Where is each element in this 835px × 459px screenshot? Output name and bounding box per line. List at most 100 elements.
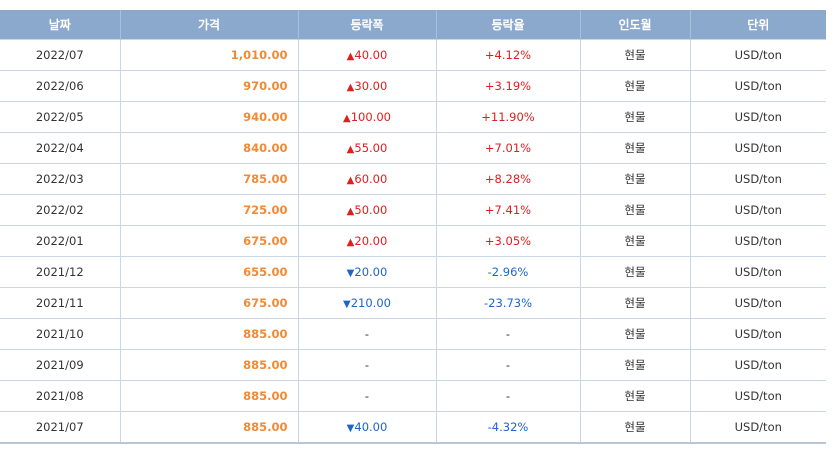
change-value: 40.00 bbox=[354, 48, 388, 62]
cell-date: 2021/07 bbox=[0, 411, 120, 444]
cell-unit: USD/ton bbox=[689, 39, 826, 71]
cell-rate: -4.32% bbox=[435, 411, 580, 444]
cell-change: - bbox=[297, 380, 436, 412]
cell-rate: - bbox=[435, 349, 580, 381]
header-price: 가격 bbox=[119, 10, 298, 40]
down-arrow-icon: ▼ bbox=[346, 268, 355, 279]
header-date: 날짜 bbox=[0, 10, 120, 40]
cell-rate: - bbox=[435, 380, 580, 412]
table-header-row: 날짜 가격 등락폭 등락율 인도월 단위 bbox=[0, 10, 826, 40]
down-arrow-icon: ▼ bbox=[346, 423, 355, 434]
cell-unit: USD/ton bbox=[689, 101, 826, 133]
cell-rate: - bbox=[435, 318, 580, 350]
cell-change: - bbox=[297, 318, 436, 350]
cell-date: 2022/06 bbox=[0, 70, 120, 102]
cell-price: 655.00 bbox=[119, 256, 298, 288]
cell-rate: +3.05% bbox=[435, 225, 580, 257]
cell-price: 970.00 bbox=[119, 70, 298, 102]
cell-delivery: 현물 bbox=[579, 194, 690, 226]
up-arrow-icon: ▲ bbox=[346, 175, 355, 186]
cell-delivery: 현물 bbox=[579, 132, 690, 164]
table-row: 2022/05 940.00 ▲100.00 +11.90% 현물 USD/ton bbox=[0, 101, 826, 133]
cell-delivery: 현물 bbox=[579, 411, 690, 444]
cell-price: 785.00 bbox=[119, 163, 298, 195]
table-row: 2022/04 840.00 ▲55.00 +7.01% 현물 USD/ton bbox=[0, 132, 826, 164]
table-row: 2021/09 885.00- - 현물 USD/ton bbox=[0, 349, 826, 381]
cell-delivery: 현물 bbox=[579, 256, 690, 288]
cell-delivery: 현물 bbox=[579, 39, 690, 71]
change-value: 20.00 bbox=[354, 234, 388, 248]
cell-rate: +4.12% bbox=[435, 39, 580, 71]
cell-price: 675.00 bbox=[119, 287, 298, 319]
cell-rate: +7.01% bbox=[435, 132, 580, 164]
cell-unit: USD/ton bbox=[689, 163, 826, 195]
cell-price: 675.00 bbox=[119, 225, 298, 257]
change-value: - bbox=[364, 389, 370, 403]
cell-change: ▲60.00 bbox=[297, 163, 436, 195]
table-row: 2021/10 885.00- - 현물 USD/ton bbox=[0, 318, 826, 350]
change-value: 60.00 bbox=[354, 172, 388, 186]
header-delivery: 인도월 bbox=[579, 10, 690, 40]
cell-unit: USD/ton bbox=[689, 380, 826, 412]
cell-unit: USD/ton bbox=[689, 194, 826, 226]
price-table: 날짜 가격 등락폭 등락율 인도월 단위 2022/07 1,010.00 ▲40.… bbox=[0, 10, 826, 444]
cell-date: 2022/07 bbox=[0, 39, 120, 71]
change-value: - bbox=[364, 358, 370, 372]
cell-unit: USD/ton bbox=[689, 132, 826, 164]
up-arrow-icon: ▲ bbox=[346, 237, 355, 248]
cell-rate: +3.19% bbox=[435, 70, 580, 102]
cell-price: 885.00 bbox=[119, 318, 298, 350]
cell-date: 2021/10 bbox=[0, 318, 120, 350]
cell-rate: -23.73% bbox=[435, 287, 580, 319]
cell-change: ▲20.00 bbox=[297, 225, 436, 257]
cell-price: 725.00 bbox=[119, 194, 298, 226]
cell-delivery: 현물 bbox=[579, 380, 690, 412]
cell-unit: USD/ton bbox=[689, 287, 826, 319]
cell-change: ▼20.00 bbox=[297, 256, 436, 288]
table-row: 2021/11 675.00 ▼210.00 -23.73% 현물 USD/ton bbox=[0, 287, 826, 319]
cell-rate: -2.96% bbox=[435, 256, 580, 288]
table-row: 2022/03 785.00 ▲60.00 +8.28% 현물 USD/ton bbox=[0, 163, 826, 195]
cell-date: 2022/04 bbox=[0, 132, 120, 164]
cell-delivery: 현물 bbox=[579, 225, 690, 257]
change-value: 20.00 bbox=[354, 265, 388, 279]
table-row: 2021/07 885.00 ▼40.00 -4.32% 현물 USD/ton bbox=[0, 411, 826, 444]
cell-date: 2022/02 bbox=[0, 194, 120, 226]
table-row: 2022/02 725.00 ▲50.00 +7.41% 현물 USD/ton bbox=[0, 194, 826, 226]
cell-unit: USD/ton bbox=[689, 70, 826, 102]
up-arrow-icon: ▲ bbox=[346, 206, 355, 217]
change-value: 40.00 bbox=[354, 420, 388, 434]
change-value: 100.00 bbox=[350, 110, 391, 124]
cell-change: ▲50.00 bbox=[297, 194, 436, 226]
cell-delivery: 현물 bbox=[579, 318, 690, 350]
cell-delivery: 현물 bbox=[579, 349, 690, 381]
header-rate: 등락율 bbox=[435, 10, 580, 40]
cell-change: ▲30.00 bbox=[297, 70, 436, 102]
cell-delivery: 현물 bbox=[579, 163, 690, 195]
cell-change: ▼40.00 bbox=[297, 411, 436, 444]
cell-date: 2021/08 bbox=[0, 380, 120, 412]
cell-delivery: 현물 bbox=[579, 70, 690, 102]
cell-change: ▲40.00 bbox=[297, 39, 436, 71]
cell-date: 2022/05 bbox=[0, 101, 120, 133]
cell-unit: USD/ton bbox=[689, 349, 826, 381]
cell-price: 885.00 bbox=[119, 380, 298, 412]
cell-change: ▲55.00 bbox=[297, 132, 436, 164]
up-arrow-icon: ▲ bbox=[346, 51, 355, 62]
cell-unit: USD/ton bbox=[689, 318, 826, 350]
cell-delivery: 현물 bbox=[579, 101, 690, 133]
up-arrow-icon: ▲ bbox=[346, 144, 355, 155]
cell-date: 2021/12 bbox=[0, 256, 120, 288]
table-row: 2021/12 655.00 ▼20.00 -2.96% 현물 USD/ton bbox=[0, 256, 826, 288]
cell-change: - bbox=[297, 349, 436, 381]
cell-price: 940.00 bbox=[119, 101, 298, 133]
header-unit: 단위 bbox=[689, 10, 826, 40]
change-value: - bbox=[364, 327, 370, 341]
cell-price: 885.00 bbox=[119, 411, 298, 444]
cell-change: ▲100.00 bbox=[297, 101, 436, 133]
price-table-container: 날짜 가격 등락폭 등락율 인도월 단위 2022/07 1,010.00 ▲40.… bbox=[0, 10, 826, 444]
table-row: 2022/06 970.00 ▲30.00 +3.19% 현물 USD/ton bbox=[0, 70, 826, 102]
table-row: 2022/07 1,010.00 ▲40.00 +4.12% 현물 USD/ton bbox=[0, 39, 826, 71]
cell-price: 885.00 bbox=[119, 349, 298, 381]
down-arrow-icon: ▼ bbox=[343, 299, 351, 310]
